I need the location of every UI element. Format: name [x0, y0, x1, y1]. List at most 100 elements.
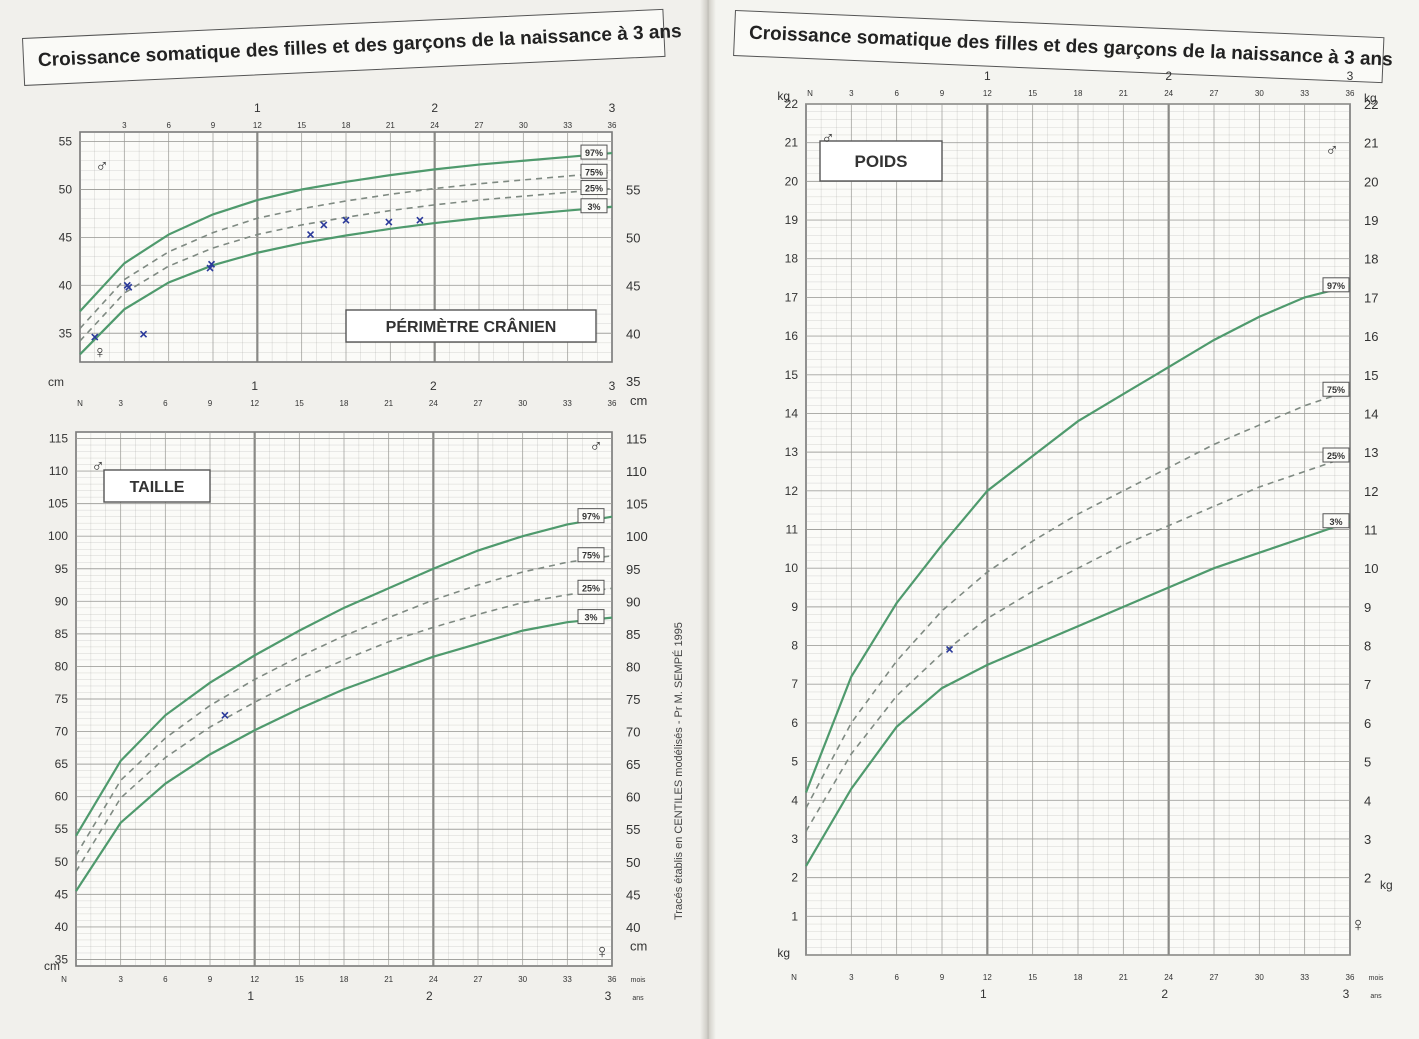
centile-label-25pct: 25%	[577, 579, 605, 595]
month-tick-label: 15	[1028, 973, 1037, 982]
left-tick-label: 11	[786, 523, 799, 537]
left-tick-label: 40	[55, 920, 69, 934]
right-tick-label: 115	[626, 432, 647, 447]
centile-label-75pct: 75%	[577, 547, 605, 563]
month-tick-label: 21	[386, 121, 395, 130]
month-tick-label: 27	[474, 975, 483, 984]
centile-curve-25pct	[79, 187, 613, 342]
centile-curve-25pct	[805, 455, 1351, 832]
right-tick-label: 105	[626, 497, 648, 512]
month-tick-label: 6	[163, 399, 168, 408]
chart-label-box	[345, 309, 597, 343]
month-tick-label: 15	[295, 975, 304, 984]
chart-2: 3 6 9 12 15 18 21 24 27 30 33 361 2 3NN 3 6 9 12 15 18 21 24 2…	[44, 379, 648, 1003]
month-tick-label: 18	[340, 975, 349, 984]
left-tick-label: 55	[59, 135, 73, 149]
month-tick-label: 21	[1119, 973, 1128, 982]
left-tick-label: 90	[55, 594, 69, 608]
centile-label-box	[1322, 447, 1350, 463]
months-unit-label: mois	[631, 977, 646, 984]
left-tick-label: 12	[785, 484, 799, 498]
month-tick-label: 36	[608, 399, 617, 408]
right-tick-label: 60	[626, 790, 640, 805]
right-tick-label: 50	[626, 855, 640, 870]
left-tick-label: 10	[785, 561, 799, 575]
centile-label-text: 97%	[582, 512, 600, 522]
year-tick-label: 3	[609, 101, 616, 115]
right-tick-label: 40	[626, 920, 640, 935]
source-note: Tracés établis en CENTILES modélisés - P…	[673, 622, 685, 920]
right-tick-label: 13	[1364, 445, 1378, 460]
centile-label-97pct: 97%	[577, 508, 605, 524]
month-tick-label: 12	[253, 121, 262, 130]
centile-curve-75pct	[805, 389, 1351, 809]
month-tick-label: 30	[1255, 973, 1264, 982]
month-tick-label: 21	[384, 399, 393, 408]
left-tick-label: 16	[785, 329, 799, 343]
centile-label-text: 75%	[1327, 385, 1345, 395]
left-tick-label: 105	[48, 497, 68, 511]
left-tick-label: 18	[785, 252, 799, 266]
year-tick-label: 1	[254, 101, 261, 115]
left-tick-label: 80	[55, 659, 69, 673]
left-tick-label: 21	[785, 136, 799, 150]
left-tick-label: 20	[785, 174, 799, 188]
right-tick-label: 11	[1364, 523, 1378, 538]
month-tick-label: 30	[519, 121, 528, 130]
start-tick-label: N	[61, 975, 67, 984]
centile-label-25pct: 25%	[580, 180, 608, 196]
left-tick-label: 8	[791, 639, 798, 653]
month-tick-label: 27	[1210, 89, 1219, 98]
month-tick-label: 33	[1300, 89, 1309, 98]
month-tick-label: 21	[1119, 89, 1128, 98]
month-tick-label: 9	[208, 975, 213, 984]
left-unit-label-bottom: kg	[777, 946, 790, 960]
month-tick-label: 18	[1074, 973, 1083, 982]
right-tick-label: 2	[1364, 871, 1371, 886]
year-tick-label: 2	[430, 379, 437, 393]
chart-label-text: PÉRIMÈTRE CRÂNIEN	[386, 317, 557, 336]
chart-label-box	[819, 140, 943, 182]
plotted-point	[416, 216, 424, 224]
plotted-point	[306, 230, 315, 239]
month-tick-label: 36	[1346, 89, 1355, 98]
right-tick-label: 110	[626, 464, 647, 479]
month-tick-label: 36	[608, 121, 617, 130]
plotted-point	[385, 218, 393, 226]
left-tick-label: 9	[791, 600, 798, 614]
left-tick-label: 70	[55, 725, 69, 739]
plotted-point	[91, 333, 99, 341]
centile-label-text: 75%	[585, 167, 603, 177]
left-unit-label: kg	[777, 89, 790, 103]
chart-label-box	[103, 469, 211, 503]
month-tick-label: 12	[250, 975, 259, 984]
month-tick-label: 3	[122, 121, 127, 130]
month-tick-label: 21	[384, 975, 393, 984]
left-tick-label: 22	[785, 97, 799, 111]
year-tick-label: 3	[605, 989, 612, 1003]
centile-label-25pct: 25%	[1322, 447, 1350, 463]
plotted-point	[945, 645, 954, 653]
year-tick-label: 2	[1161, 987, 1168, 1001]
centile-label-box	[580, 144, 608, 160]
left-tick-label: 35	[55, 952, 69, 966]
month-tick-label: 3	[118, 975, 123, 984]
years-unit-label: ans	[632, 995, 644, 1002]
right-tick-label: 4	[1364, 793, 1371, 808]
right-unit-label: kg	[1364, 91, 1377, 105]
year-tick-label: 1	[984, 69, 991, 83]
left-tick-label: 50	[55, 855, 69, 869]
year-tick-label: 2	[431, 101, 438, 115]
centile-label-text: 25%	[582, 583, 600, 593]
right-tick-label: 65	[626, 757, 640, 772]
chart-3: 3 6 9 12 15 18 21 24 27 30 33 361 2 3NN 3 6 9 12 15 18 21 24 2…	[777, 69, 1392, 1001]
left-tick-label: 15	[785, 368, 799, 382]
left-tick-label: 45	[59, 230, 73, 244]
left-tick-label: 50	[59, 183, 73, 197]
right-tick-label: 22	[1364, 97, 1378, 112]
centile-label-text: 25%	[585, 184, 603, 194]
right-tick-label: 19	[1364, 213, 1378, 228]
left-tick-label: 40	[59, 278, 73, 292]
male-symbol-icon: ♂	[91, 456, 105, 476]
left-tick-label: 5	[791, 755, 798, 769]
